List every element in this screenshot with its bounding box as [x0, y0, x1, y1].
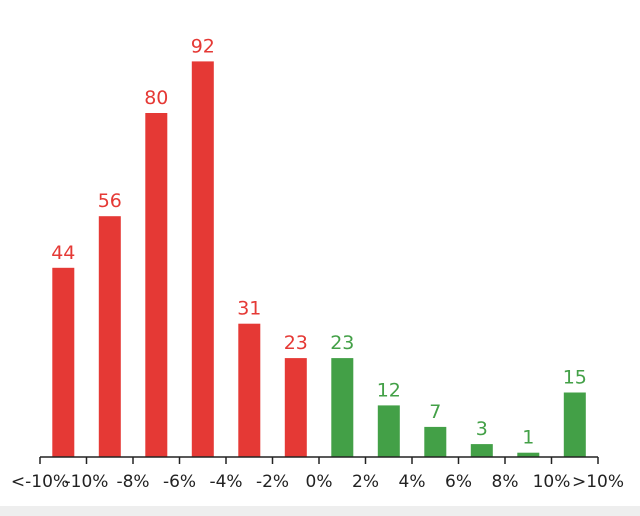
bars-group	[52, 61, 586, 458]
bar	[331, 358, 354, 457]
bar	[424, 426, 447, 457]
bar-value-label: 3	[476, 418, 488, 440]
bar-value-label: 7	[429, 401, 441, 423]
bottom-strip	[0, 506, 640, 516]
x-tick-label: -8%	[116, 472, 149, 492]
bar-value-label: 56	[98, 190, 122, 212]
bar-value-label: 92	[191, 35, 215, 57]
bar	[377, 405, 400, 457]
x-tick-label: <-10%	[11, 472, 69, 492]
bar-value-label: 1	[522, 427, 534, 449]
x-tick-label: 4%	[399, 472, 426, 492]
bar	[98, 216, 121, 457]
x-tick-label: 8%	[492, 472, 519, 492]
x-ticks-group	[39, 457, 599, 464]
bar-value-label: 44	[51, 242, 75, 264]
bar	[145, 113, 168, 457]
x-tick-label: 6%	[445, 472, 472, 492]
bar	[52, 267, 75, 457]
bar	[563, 392, 586, 457]
bar	[470, 444, 493, 457]
bar-value-label: 23	[330, 332, 354, 354]
bar	[238, 323, 261, 457]
x-tick-label: -6%	[163, 472, 196, 492]
bar-value-label: 12	[377, 379, 401, 401]
x-tick-label: 10%	[533, 472, 571, 492]
x-tick-label: 2%	[352, 472, 379, 492]
x-tick-label: 0%	[306, 472, 333, 492]
bar-value-label: 23	[284, 332, 308, 354]
bar	[517, 452, 540, 457]
bar	[191, 61, 214, 458]
bar-value-label: 31	[237, 298, 261, 320]
x-tick-label: -10%	[65, 472, 109, 492]
bar-value-label: 80	[144, 87, 168, 109]
x-tick-label: -2%	[256, 472, 289, 492]
x-tick-label: -4%	[209, 472, 242, 492]
bar	[284, 358, 307, 457]
x-tick-label: >10%	[572, 472, 624, 492]
x-tick-labels-group: <-10%-10% -8% -6% -4% -2% 0% 2% 4% 6% 8% 10% >10%	[11, 472, 624, 492]
bar-value-label: 15	[563, 367, 587, 389]
